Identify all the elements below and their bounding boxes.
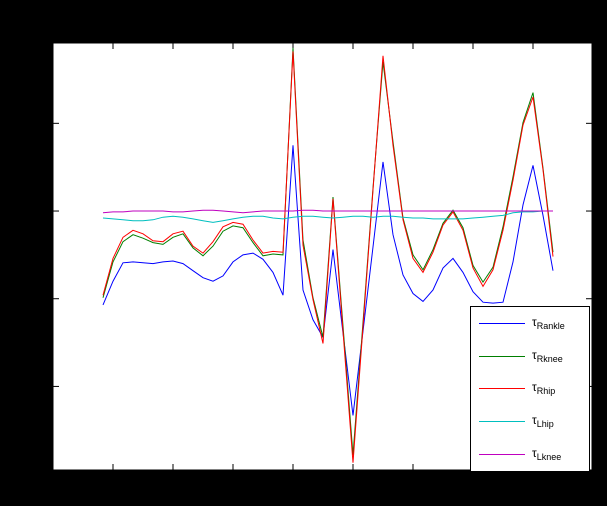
legend-label-Rhip: τRhip — [532, 381, 555, 396]
legend-row-Rankle: τRankle — [471, 307, 589, 340]
line-Lhip — [102, 210, 553, 223]
legend-row-Lknee: τLknee — [471, 438, 589, 471]
legend-label-prefix: τ — [532, 314, 537, 329]
legend-label-subscript: Rknee — [536, 353, 563, 364]
legend-label-Lknee: τLknee — [532, 447, 561, 462]
legend-row-Rhip: τRhip — [471, 373, 589, 406]
legend-row-Rknee: τRknee — [471, 340, 589, 373]
legend-line-Lknee — [479, 454, 525, 456]
legend-label-subscript: Rhip — [536, 386, 556, 397]
line-Lknee — [102, 209, 553, 214]
legend: τRankle τRknee τRhip τLhip τLknee — [470, 306, 590, 472]
legend-label-Lhip: τLhip — [532, 414, 554, 429]
legend-line-Rankle — [479, 322, 525, 324]
legend-line-Rknee — [479, 355, 525, 357]
legend-label-prefix: τ — [532, 413, 537, 428]
legend-label-prefix: τ — [532, 347, 537, 362]
legend-label-subscript: Rankle — [536, 320, 565, 331]
legend-label-prefix: τ — [532, 446, 537, 461]
legend-label-Rknee: τRknee — [532, 349, 563, 364]
legend-line-Lhip — [479, 421, 525, 423]
legend-line-Rhip — [479, 388, 525, 390]
legend-row-Lhip: τLhip — [471, 405, 589, 438]
legend-label-Rankle: τRankle — [532, 316, 565, 331]
line-Rankle — [102, 145, 554, 416]
legend-label-subscript: Lknee — [536, 452, 562, 463]
line-Rhip — [102, 51, 554, 463]
legend-label-subscript: Lhip — [536, 419, 554, 430]
legend-label-prefix: τ — [532, 380, 537, 395]
